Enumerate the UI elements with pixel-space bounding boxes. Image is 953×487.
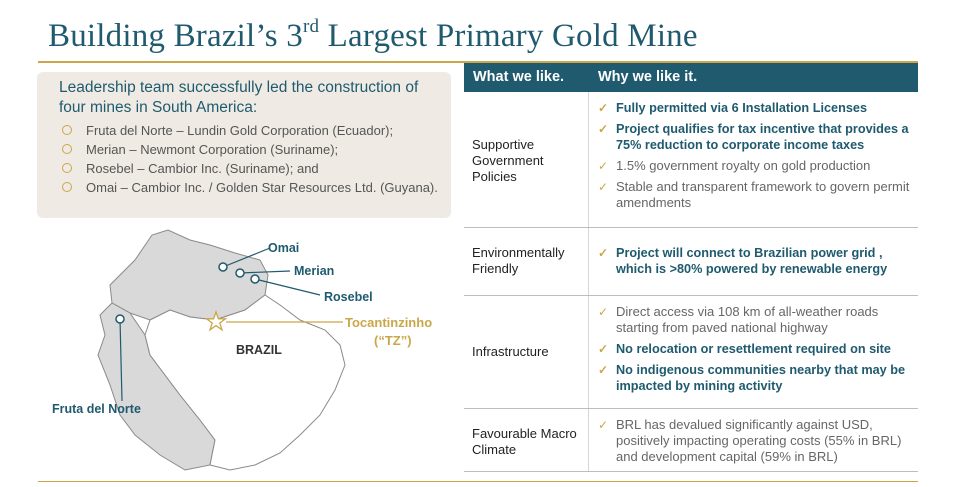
merian-label: Merian: [294, 264, 334, 278]
tz-label: Tocantinzinho: [345, 315, 432, 330]
list-item: Merian – Newmont Corporation (Suriname);: [62, 140, 442, 159]
list-item: Fruta del Norte – Lundin Gold Corporatio…: [62, 121, 442, 140]
brazil-shape: [144, 294, 346, 471]
table-row: Supportive Government Policies ✓ Fully pe…: [464, 92, 918, 228]
fruta-marker-icon: [115, 314, 125, 324]
list-item: Rosebel – Cambior Inc. (Suriname); and: [62, 159, 442, 178]
rosebel-label: Rosebel: [324, 290, 373, 304]
table-row: Infrastructure ✓ Direct access via 108 km…: [464, 296, 918, 409]
list-item: ✓ No indigenous communities nearby that m…: [598, 363, 906, 393]
circle-bullet-icon: [62, 125, 72, 135]
list-item: ✓ Project qualifies for tax incentive tha…: [598, 122, 909, 152]
row-label: Infrastructure: [472, 344, 549, 359]
list-item: ✓ Direct access via 108 km of all-weather…: [598, 304, 879, 335]
checkmark-icon: ✓: [598, 363, 609, 377]
merian-marker-icon: [235, 268, 245, 278]
title-divider: [38, 61, 918, 63]
page-title: Building Brazil’s 3rd Largest Primary Go…: [48, 16, 698, 54]
list-item: ✓ Project will connect to Brazilian power…: [598, 246, 888, 276]
table-row: Environmentally Friendly ✓ Project will c…: [464, 228, 918, 296]
circle-bullet-icon: [62, 144, 72, 154]
checkmark-icon: ✓: [598, 101, 609, 115]
fruta-label: Fruta del Norte: [52, 402, 141, 416]
row-label: Environmentally Friendly: [472, 245, 565, 276]
brazil-label: BRAZIL: [236, 343, 282, 357]
table-row: Favourable Macro Climate ✓ BRL has devalu…: [464, 409, 918, 472]
checkmark-icon: ✓: [598, 159, 609, 173]
south-america-map: Omai Merian Rosebel Tocantinzinho (“TZ”)…: [52, 229, 432, 471]
circle-bullet-icon: [62, 182, 72, 192]
omai-marker-icon: [218, 262, 228, 272]
list-item: Omai – Cambior Inc. / Golden Star Resour…: [62, 178, 442, 197]
checkmark-icon: ✓: [598, 180, 609, 194]
checkmark-icon: ✓: [598, 246, 609, 260]
list-item: ✓ Fully permitted via 6 Installation Lice…: [598, 101, 868, 115]
list-item: ✓ Stable and transparent framework to gov…: [598, 179, 910, 210]
footer-divider: [38, 481, 918, 482]
northern-countries-shape: [109, 229, 269, 321]
checkmark-icon: ✓: [598, 418, 609, 432]
list-item: ✓ 1.5% government royalty on gold product…: [598, 158, 871, 173]
checkmark-icon: ✓: [598, 342, 609, 356]
row-label: Favourable Macro Climate: [472, 426, 577, 457]
mine-list: Fruta del Norte – Lundin Gold Corporatio…: [62, 121, 442, 197]
list-item: ✓ BRL has devalued significantly against …: [598, 417, 902, 464]
circle-bullet-icon: [62, 163, 72, 173]
omai-label: Omai: [268, 241, 299, 255]
tz-abbrev-label: (“TZ”): [374, 333, 412, 348]
checkmark-icon: ✓: [598, 122, 609, 136]
checkmark-icon: ✓: [598, 305, 609, 319]
header-what: What we like.: [473, 69, 565, 85]
header-why: Why we like it.: [598, 69, 698, 85]
table-header: What we like. Why we like it.: [464, 63, 918, 92]
tocantinzinho-star-icon: [204, 310, 228, 332]
leadership-panel: Leadership team successfully led the con…: [37, 72, 451, 218]
row-label: Supportive Government Policies: [472, 137, 544, 184]
rosebel-marker-icon: [250, 274, 260, 284]
list-item: ✓ No relocation or resettlement required …: [598, 342, 891, 356]
leadership-heading: Leadership team successfully led the con…: [59, 79, 419, 116]
